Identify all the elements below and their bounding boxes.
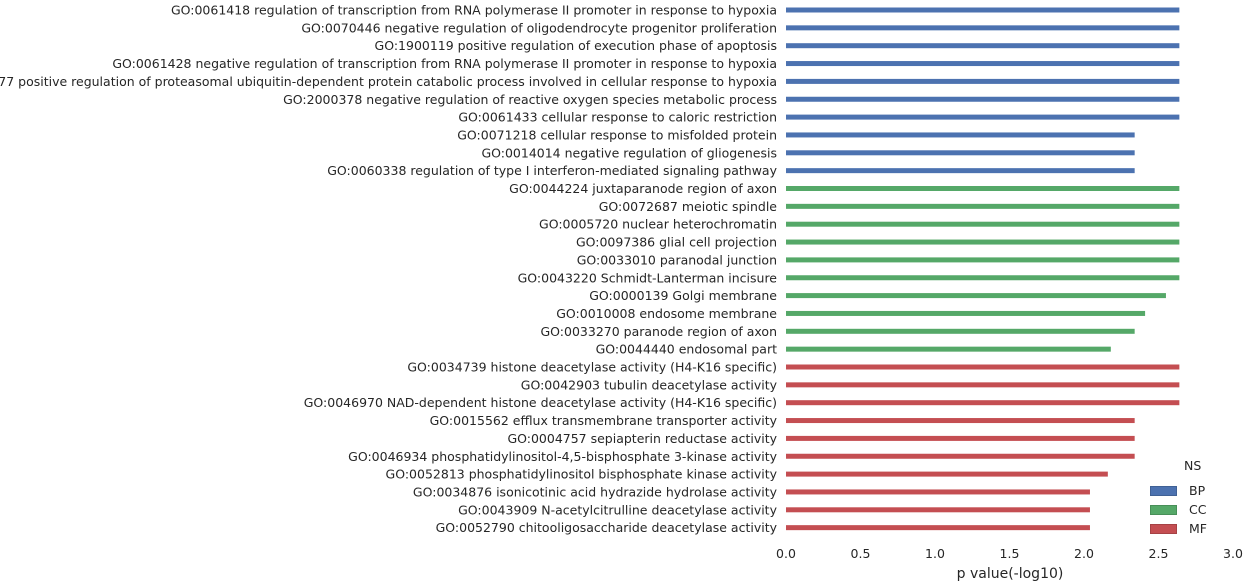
x-tick-label: 3.0 bbox=[1223, 546, 1243, 561]
legend-item-cc: CC bbox=[1150, 500, 1207, 519]
bar-cc bbox=[786, 328, 1135, 334]
category-label: GO:0060338 regulation of type I interfer… bbox=[327, 163, 777, 178]
category-label: GO:0070446 negative regulation of oligod… bbox=[301, 20, 777, 35]
category-label: GO:0010008 endosome membrane bbox=[556, 306, 777, 321]
bar-bp bbox=[786, 25, 1180, 31]
x-axis-ticks: 0.0 0.5 1.0 1.5 2.0 2.5 3.0 bbox=[776, 546, 1243, 561]
x-tick-label: 0.5 bbox=[851, 546, 871, 561]
bar-cc bbox=[786, 203, 1180, 209]
bar-bp bbox=[786, 150, 1135, 156]
category-label: GO:1900119 positive regulation of execut… bbox=[375, 38, 777, 53]
bar-mf bbox=[786, 507, 1090, 513]
bar-cc bbox=[786, 346, 1111, 352]
bar-cc bbox=[786, 257, 1180, 263]
category-label: GO:0034876 isonicotinic acid hydrazide h… bbox=[413, 484, 778, 499]
legend-items: BP CC MF bbox=[1150, 481, 1207, 538]
legend-swatch bbox=[1150, 523, 1177, 534]
bar-cc bbox=[786, 275, 1180, 281]
x-tick-label: 0.0 bbox=[776, 546, 796, 561]
legend-title: NS bbox=[1184, 458, 1202, 473]
x-tick-label: 2.0 bbox=[1074, 546, 1094, 561]
bar-bp bbox=[786, 43, 1180, 49]
bar-bp bbox=[786, 132, 1135, 138]
bar-cc bbox=[786, 293, 1166, 299]
x-tick-label: 1.0 bbox=[925, 546, 945, 561]
category-label: GO:0042903 tubulin deacetylase activity bbox=[521, 377, 778, 392]
bar-mf bbox=[786, 471, 1108, 477]
x-tick-label: 1.5 bbox=[1000, 546, 1020, 561]
x-axis-label: p value(-log10) bbox=[957, 566, 1064, 582]
category-label: GO:0046970 NAD-dependent histone deacety… bbox=[304, 395, 777, 410]
bar-mf bbox=[786, 364, 1180, 370]
category-label: GO:0044224 juxtaparanode region of axon bbox=[509, 181, 777, 196]
legend-item-mf: MF bbox=[1150, 519, 1207, 538]
category-label: GO:0033010 paranodal junction bbox=[577, 252, 777, 267]
category-label: GO:0052790 chitooligosaccharide deacetyl… bbox=[436, 520, 778, 535]
category-label: GO:0033270 paranode region of axon bbox=[541, 324, 778, 339]
bar-bp bbox=[786, 96, 1180, 102]
bars-layer bbox=[786, 7, 1180, 531]
bar-cc bbox=[786, 310, 1146, 316]
category-label: GO:0046934 phosphatidylinositol-4,5-bisp… bbox=[348, 449, 777, 464]
bar-bp bbox=[786, 7, 1180, 13]
category-label: GO:0014014 negative regulation of glioge… bbox=[481, 145, 777, 160]
bar-mf bbox=[786, 400, 1180, 406]
bar-bp bbox=[786, 61, 1180, 67]
legend: NS BP CC MF bbox=[1150, 458, 1207, 538]
legend-label: MF bbox=[1189, 521, 1207, 536]
category-label: GO:0071218 cellular response to misfolde… bbox=[457, 127, 777, 142]
category-label: GO:0043220 Schmidt-Lanterman incisure bbox=[518, 270, 778, 285]
category-label: GO:0044440 endosomal part bbox=[596, 342, 778, 357]
category-label: GO:0004757 sepiapterin reductase activit… bbox=[507, 431, 777, 446]
bar-mf bbox=[786, 382, 1180, 388]
category-label: GO:0000139 Golgi membrane bbox=[589, 288, 777, 303]
legend-swatch bbox=[1150, 485, 1177, 496]
category-label: GO:0043909 N-acetylcitrulline deacetylas… bbox=[458, 502, 777, 517]
bar-mf bbox=[786, 418, 1135, 424]
bar-mf bbox=[786, 453, 1135, 459]
category-label: GO:2000777 positive regulation of protea… bbox=[0, 74, 777, 89]
category-label: GO:0015562 efflux transmembrane transpor… bbox=[430, 413, 778, 428]
legend-swatch bbox=[1150, 504, 1177, 515]
bar-cc bbox=[786, 186, 1180, 191]
bar-bp bbox=[786, 78, 1180, 84]
category-label: GO:0061433 cellular response to caloric … bbox=[458, 110, 777, 125]
bar-cc bbox=[786, 239, 1180, 245]
category-label: GO:0097386 glial cell projection bbox=[576, 235, 777, 250]
legend-label: CC bbox=[1189, 502, 1207, 517]
category-label: GO:0072687 meiotic spindle bbox=[599, 199, 778, 214]
category-labels: GO:0061418 regulation of transcription f… bbox=[0, 3, 778, 536]
category-label: GO:0052813 phosphatidylinositol bisphosp… bbox=[386, 467, 778, 482]
category-label: GO:0061428 negative regulation of transc… bbox=[112, 56, 777, 71]
category-label: GO:0061418 regulation of transcription f… bbox=[171, 3, 777, 18]
category-label: GO:2000378 negative regulation of reacti… bbox=[283, 92, 777, 107]
category-label: GO:0005720 nuclear heterochromatin bbox=[539, 217, 777, 232]
bar-mf bbox=[786, 489, 1090, 495]
bar-cc bbox=[786, 221, 1180, 227]
bar-bp bbox=[786, 114, 1180, 120]
category-label: GO:0034739 histone deacetylase activity … bbox=[407, 360, 777, 375]
x-tick-label: 2.5 bbox=[1149, 546, 1169, 561]
legend-label: BP bbox=[1189, 483, 1206, 498]
bar-bp bbox=[786, 168, 1135, 174]
bar-mf bbox=[786, 525, 1090, 531]
legend-item-bp: BP bbox=[1150, 481, 1207, 500]
bar-mf bbox=[786, 435, 1135, 441]
